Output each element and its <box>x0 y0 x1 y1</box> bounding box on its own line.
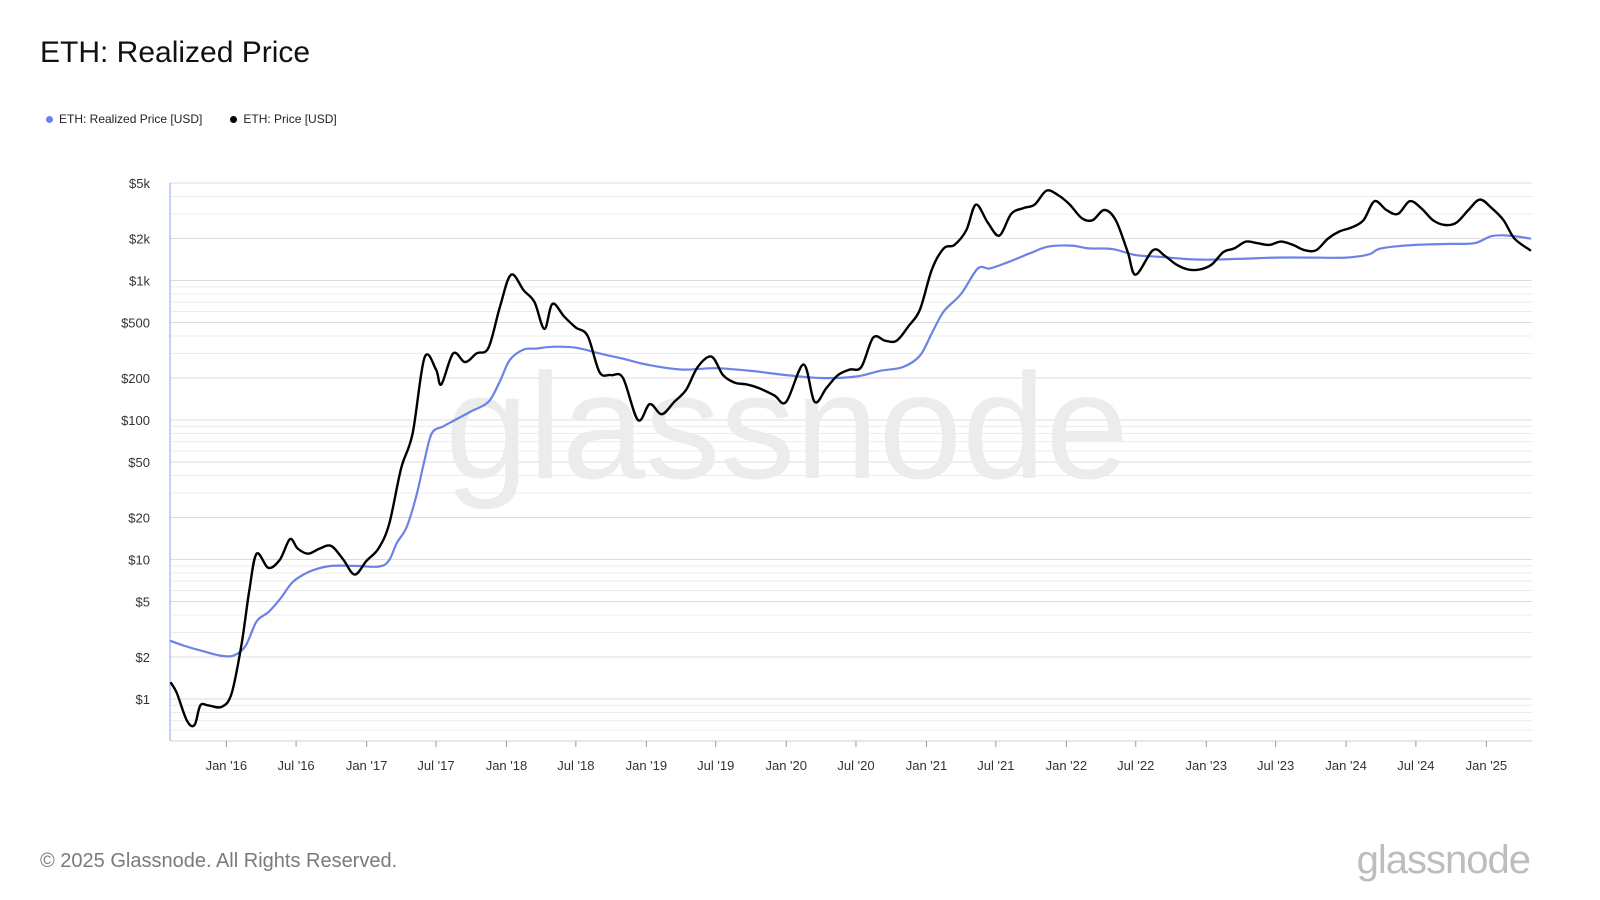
legend-marker-realized-price <box>46 115 53 123</box>
y-axis-ticks: $5k $2k $1k $500 $200 $100 $50 $20 $10 $5 $2 $1 <box>121 176 150 707</box>
x-tick-label: Jan '20 <box>765 758 807 773</box>
grid-lines <box>170 182 1532 742</box>
brand-logo: glassnode <box>1356 838 1531 882</box>
x-tick-label: Jul '21 <box>977 758 1014 773</box>
x-tick-label: Jan '17 <box>346 758 388 773</box>
x-tick-label: Jan '24 <box>1325 758 1367 773</box>
x-tick-label: Jan '19 <box>626 758 668 773</box>
watermark: glassnode <box>445 342 1129 510</box>
copyright-text: © 2025 Glassnode. All Rights Reserved. <box>40 850 398 872</box>
x-tick-label: Jul '16 <box>277 758 314 773</box>
y-tick-label: $200 <box>121 371 150 386</box>
x-tick-label: Jul '17 <box>417 758 454 773</box>
y-tick-label: $500 <box>121 316 150 331</box>
y-tick-label: $100 <box>121 413 150 428</box>
x-tick-label: Jan '18 <box>486 758 528 773</box>
x-tick-label: Jan '21 <box>906 758 948 773</box>
legend-marker-price <box>230 115 238 123</box>
x-tick-label: Jul '24 <box>1397 758 1434 773</box>
legend-label-realized-price: ETH: Realized Price [USD] <box>59 112 203 126</box>
x-tick-label: Jan '16 <box>206 758 248 773</box>
series-line-realized-price <box>170 234 1532 658</box>
legend-label-price: ETH: Price [USD] <box>243 112 337 126</box>
chart-title: ETH: Realized Price <box>40 36 311 69</box>
x-tick-label: Jan '25 <box>1466 758 1508 773</box>
y-tick-label: $5 <box>136 595 150 610</box>
y-tick-label: $20 <box>128 511 150 526</box>
y-tick-label: $5k <box>129 176 150 191</box>
y-tick-label: $50 <box>128 455 150 470</box>
x-tick-label: Jul '20 <box>837 758 874 773</box>
y-tick-label: $1 <box>136 692 150 707</box>
y-tick-label: $2 <box>136 650 150 665</box>
x-tick-label: Jan '22 <box>1046 758 1088 773</box>
y-tick-label: $2k <box>129 232 150 247</box>
legend: ETH: Realized Price [USD] ETH: Price [US… <box>46 112 337 126</box>
x-tick-label: Jul '19 <box>697 758 734 773</box>
x-axis-ticks: Jan '16 Jul '16 Jan '17 Jul '17 Jan '18 Jul '… <box>206 741 1508 773</box>
y-tick-label: $1k <box>129 274 150 289</box>
y-tick-label: $10 <box>128 553 150 568</box>
series-lines <box>169 189 1532 728</box>
x-tick-label: Jul '23 <box>1257 758 1294 773</box>
series-line-price <box>169 189 1532 728</box>
legend-item-realized-price[interactable]: ETH: Realized Price [USD] <box>46 112 202 126</box>
x-tick-label: Jul '18 <box>557 758 594 773</box>
x-tick-label: Jul '22 <box>1117 758 1154 773</box>
legend-item-price[interactable]: ETH: Price [USD] <box>230 112 337 126</box>
x-tick-label: Jan '23 <box>1185 758 1227 773</box>
